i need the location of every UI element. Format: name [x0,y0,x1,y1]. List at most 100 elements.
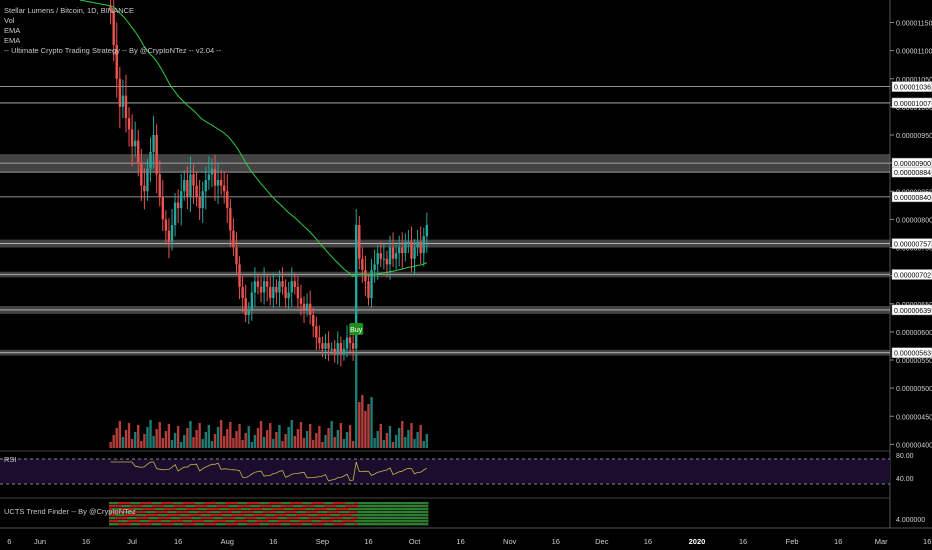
trend-cell [345,502,349,505]
trend-cell [333,520,337,523]
trend-cell [219,514,223,517]
trend-cell [213,505,217,508]
trend-cell [133,514,137,517]
volume-bar [155,429,158,448]
trend-cell [274,517,278,520]
trend-cell [225,505,229,508]
trend-cell [293,508,297,511]
trend-cell [265,505,269,508]
trend-cell [198,505,202,508]
trend-cell [366,502,371,505]
trend-cell [112,517,116,520]
trend-cell [234,511,239,514]
trend-cell [124,514,128,517]
trend-cell [351,517,355,520]
trend-cell [280,502,285,505]
trend-cell [145,505,150,508]
trend-cell [308,514,312,517]
trend-cell [204,502,208,505]
trend-cell [385,517,389,520]
trend-cell [185,523,189,526]
trend-cell [373,517,377,520]
trend-cell [373,514,377,517]
volume-bar [345,432,349,448]
trend-cell [262,514,266,517]
trend-cell [348,523,352,526]
candle [219,180,223,186]
trend-cell [124,511,128,514]
volume-bar [407,430,410,448]
trend-cell [422,520,426,523]
legend-strategy: -- Ultimate Crypto Trading Strategy -- B… [4,46,222,55]
trend-cell [207,502,211,505]
volume-bar [167,424,171,448]
trend-cell [155,502,159,505]
trend-cell [345,511,349,514]
trend-cell [422,502,426,505]
trend-cell [191,517,196,520]
trend-cell [379,502,383,505]
trend-cell [284,520,288,523]
trend-cell [416,508,420,511]
trend-cell [222,520,226,523]
candle [124,95,128,119]
trend-cell [385,514,389,517]
trend-cell [317,520,321,523]
trend-cell [369,508,374,511]
candle [247,309,250,315]
trend-cell [151,511,156,514]
trend-cell [348,517,352,520]
trend-cell [210,511,214,514]
trend-cell [207,517,211,520]
trend-cell [219,517,223,520]
candle [364,270,367,282]
ema-line-lead [79,0,111,7]
trend-cell [256,502,260,505]
trend-cell [151,508,156,511]
volume-bar [112,435,115,448]
trend-cell [179,511,183,514]
candle [305,303,309,310]
trend-cell [210,523,214,526]
trend-cell [360,514,364,517]
trend-cell [222,508,226,511]
volume-bar [152,436,155,448]
candle [192,174,195,186]
trend-cell [290,514,294,517]
trend-cell [284,508,288,511]
trend-cell [173,523,177,526]
trend-cell [148,514,153,517]
candle [287,292,290,299]
candle [226,191,229,209]
trend-cell [222,511,226,514]
trend-cell [188,520,193,523]
trend-cell [241,511,245,514]
price-tick-label: 0.00001150 [896,21,932,28]
trend-cell [314,520,318,523]
trend-cell [130,523,134,526]
candle [235,247,238,265]
trend-cell [161,514,165,517]
trend-cell [161,505,165,508]
trend-cell [244,514,248,517]
trend-cell [422,523,426,526]
trend-cell [425,511,429,514]
trend-cell [225,508,229,511]
trend-cell [425,517,429,520]
trend-cell [127,502,131,505]
trend-cell [323,514,328,517]
trend-cell [158,508,162,511]
trend-cell [207,514,211,517]
trend-cell [326,505,331,508]
candle [210,168,214,175]
trend-cell [118,505,122,508]
time-tick-label: Dec [595,537,609,546]
candle [232,230,235,248]
time-tick-label: Aug [221,537,234,546]
trend-cell [265,523,269,526]
trend-cell [241,517,245,520]
trend-cell [422,514,426,517]
trend-cell [391,511,395,514]
trend-cell [397,520,401,523]
